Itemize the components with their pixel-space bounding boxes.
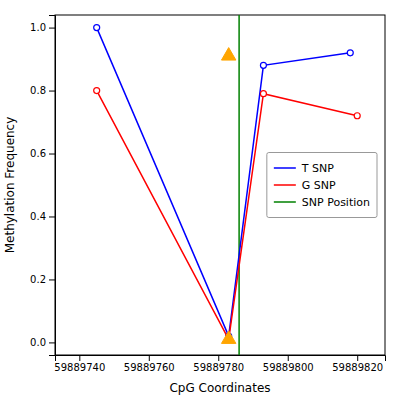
tick-mark — [149, 355, 150, 361]
tick-mark — [79, 355, 80, 361]
marker — [354, 113, 360, 119]
tick-mark — [49, 279, 55, 280]
tick-label: 0.8 — [30, 85, 46, 96]
tick-mark — [49, 342, 55, 343]
series — [94, 25, 354, 340]
tick-mark — [49, 91, 55, 92]
tick: 59889820 — [332, 355, 383, 373]
tick-label: 0.2 — [30, 274, 46, 285]
tick: 59889740 — [54, 355, 105, 373]
legend-label: SNP Position — [302, 196, 370, 209]
tick-label: 59889760 — [124, 362, 175, 373]
triangle-marker — [221, 331, 235, 343]
tick-label: 59889800 — [263, 362, 314, 373]
legend-label: T SNP — [301, 162, 334, 175]
tick: 0.2 — [30, 274, 55, 285]
y-axis-title: Methylation Frequency — [3, 117, 17, 254]
tick-label: 0.6 — [30, 148, 46, 159]
marker — [260, 62, 266, 68]
tick-label: 0.4 — [30, 211, 46, 222]
series — [239, 15, 240, 355]
tick-mark — [288, 355, 289, 361]
marker — [260, 91, 266, 97]
marker — [94, 88, 100, 94]
tick: 0.4 — [30, 211, 55, 222]
tick-mark — [49, 28, 55, 29]
marker — [347, 50, 353, 56]
line — [97, 28, 351, 337]
tick: 1.0 — [30, 22, 55, 33]
tick: 0.6 — [30, 148, 55, 159]
plot-frame — [55, 15, 385, 355]
tick: 0.8 — [30, 85, 55, 96]
tick-label: 0.0 — [30, 337, 46, 348]
legend-swatch — [274, 201, 296, 203]
legend-label: G SNP — [302, 179, 336, 192]
axis-line — [56, 356, 386, 362]
marks — [94, 15, 361, 355]
legend-swatch — [274, 167, 296, 169]
triangle-marker — [221, 48, 235, 60]
x-axis-title: CpG Coordinates — [169, 381, 270, 395]
tick-mark — [49, 154, 55, 155]
chart-container: 59889740 59889760 59889780 59889800 59889820… — [0, 0, 400, 400]
legend: T SNP G SNP SNP Position — [267, 153, 377, 218]
y-axis: 0.0 0.2 0.4 0.6 0.8 1.0 — [30, 16, 55, 356]
tick: 59889800 — [263, 355, 314, 373]
marker — [94, 25, 100, 31]
legend-box — [267, 153, 377, 218]
tick-mark — [49, 216, 55, 217]
legend-item: T SNP — [274, 162, 334, 175]
legend-item: SNP Position — [274, 196, 370, 209]
x-axis: 59889740 59889760 59889780 59889800 59889820 — [54, 355, 385, 373]
tick: 59889760 — [124, 355, 175, 373]
tick: 59889780 — [193, 355, 244, 373]
vertical-line — [238, 15, 240, 355]
tick-label: 59889780 — [193, 362, 244, 373]
plot-area: 59889740 59889760 59889780 59889800 59889820… — [30, 15, 385, 373]
tick-mark — [218, 355, 219, 361]
tick: 0.0 — [30, 337, 55, 348]
legend-swatch — [274, 184, 296, 186]
legend-item: G SNP — [274, 179, 336, 192]
chart-svg: 59889740 59889760 59889780 59889800 59889820… — [0, 0, 400, 400]
tick-label: 59889820 — [332, 362, 383, 373]
tick-label: 1.0 — [30, 22, 46, 33]
series — [221, 48, 235, 344]
tick-label: 59889740 — [54, 362, 105, 373]
tick-mark — [357, 355, 358, 361]
